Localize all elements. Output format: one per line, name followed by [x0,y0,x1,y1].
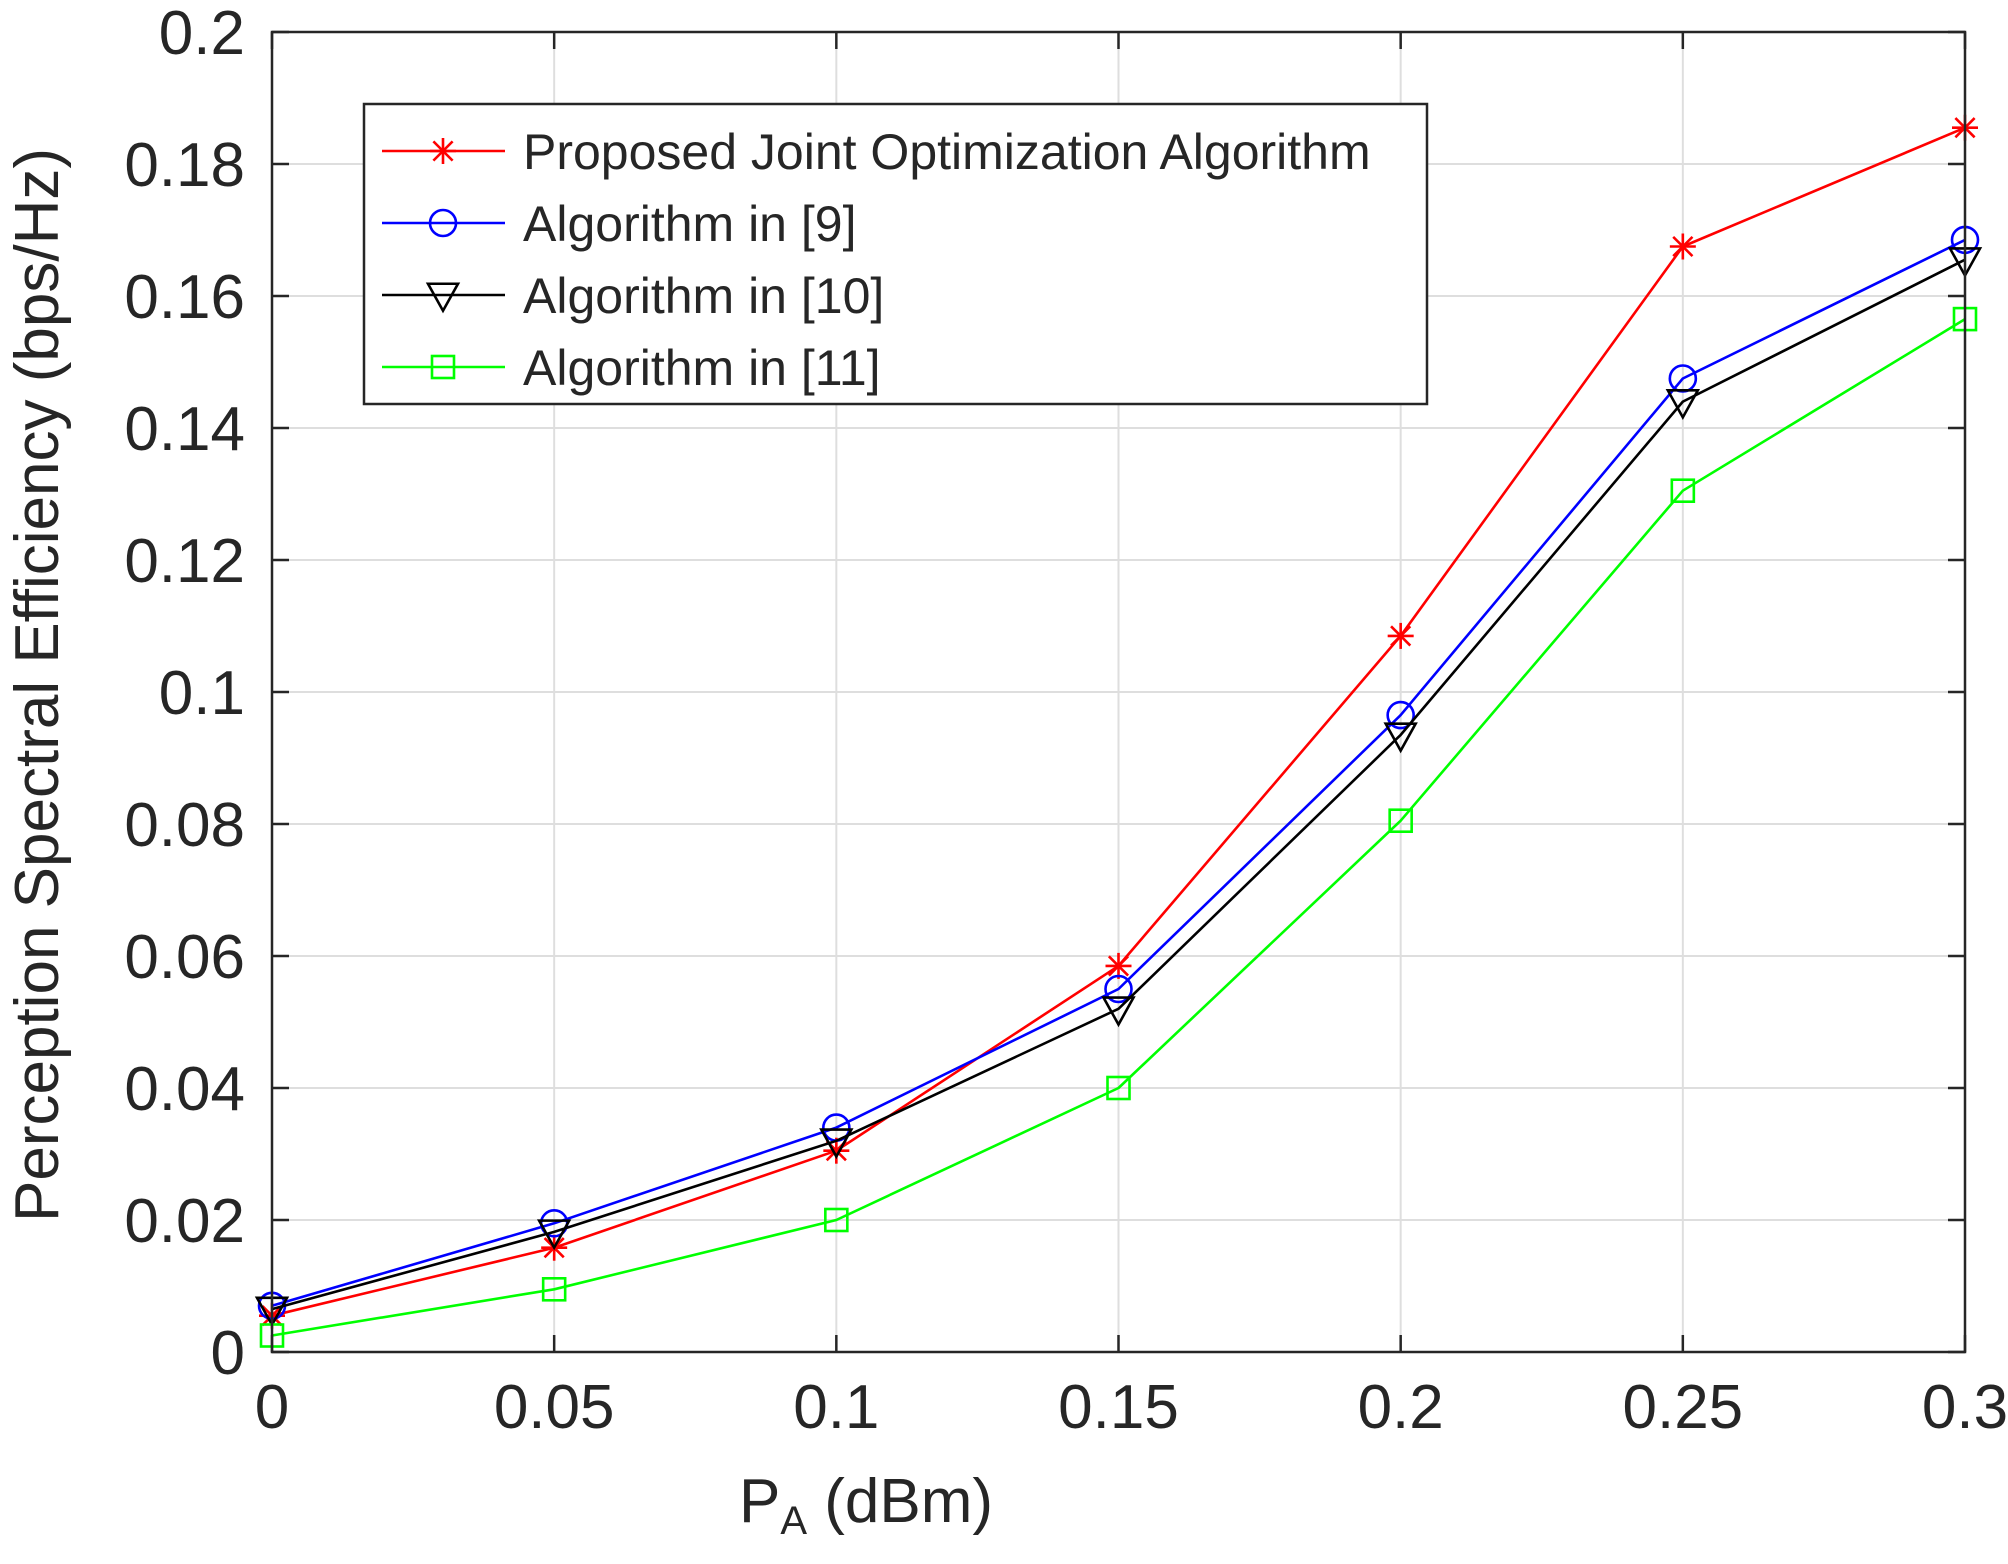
series-4 [259,306,1978,1348]
x-tick-label: 0.1 [793,1373,879,1442]
legend-item: Algorithm in [9] [382,196,856,252]
data-point [541,1277,567,1302]
x-axis-label-unit: (dBm) [807,1467,993,1536]
y-axis-label: Perception Spectral Efficiency (bps/Hz) [3,148,72,1222]
series-line [271,258,1966,1311]
data-point [1665,389,1701,421]
x-tick-label: 0.2 [1358,1373,1444,1442]
plot-series [254,114,1983,1348]
legend-marker [425,282,461,314]
data-point [1104,974,1133,1004]
legend: Proposed Joint Optimization Algorithm Alg… [362,102,1429,406]
y-tick-label: 0.14 [124,395,245,464]
legend-item: Algorithm in [11] [382,340,881,396]
x-axis-label-subscript: A [780,1499,807,1543]
data-point [536,1219,572,1251]
data-point [1388,808,1413,834]
legend-label: Algorithm in [11] [523,340,881,396]
y-tick-label: 0.08 [124,791,245,860]
data-point [1106,1075,1131,1101]
y-tick-label: 0.16 [124,263,245,332]
series-line [271,238,1966,1308]
y-tick-label: 0.06 [124,923,245,992]
x-tick-label: 0.15 [1058,1373,1179,1442]
x-tick-label: 0.3 [1922,1373,2008,1442]
data-point [1386,700,1415,730]
data-point [1105,952,1132,979]
legend-marker [428,208,458,238]
y-tick-label: 0.02 [124,1187,245,1256]
data-point [1670,478,1696,504]
legend-marker [430,138,456,164]
data-point [824,1207,849,1233]
x-tick-label: 0.05 [494,1373,615,1442]
y-tick-label: 0 [211,1319,245,1388]
legend-item: Algorithm in [10] [382,268,884,324]
y-tick-label: 0.04 [124,1055,245,1124]
x-tick-label: 0 [255,1373,289,1442]
legend-box [362,102,1429,406]
series-3 [254,247,1983,1328]
y-tick-label: 0.12 [124,527,245,596]
data-point [1669,233,1696,260]
data-point [819,1128,854,1160]
legend-item: Proposed Joint Optimization Algorithm [382,124,1371,180]
y-tick-label: 0.2 [159,0,245,68]
legend-label: Algorithm in [10] [523,268,884,324]
legend-marker [430,354,456,380]
x-axis-label-main: P [739,1467,780,1536]
x-axis-label: PA (dBm) [739,1467,993,1543]
x-tick-label: 0.25 [1622,1373,1743,1442]
legend-label: Algorithm in [9] [523,196,856,252]
data-point [1101,996,1136,1028]
data-point [1383,722,1418,754]
legend-label: Proposed Joint Optimization Algorithm [523,124,1371,180]
y-tick-label: 0.18 [124,131,245,200]
axes [270,30,1967,1354]
y-tick-label: 0.1 [159,659,245,728]
series-line [271,317,1966,1337]
data-point [1387,622,1414,649]
tick-labels: 0 0.05 0.1 0.15 0.2 0.25 0.3 0 0.02 0.04 0.06 0.08 0… [124,0,2008,1442]
